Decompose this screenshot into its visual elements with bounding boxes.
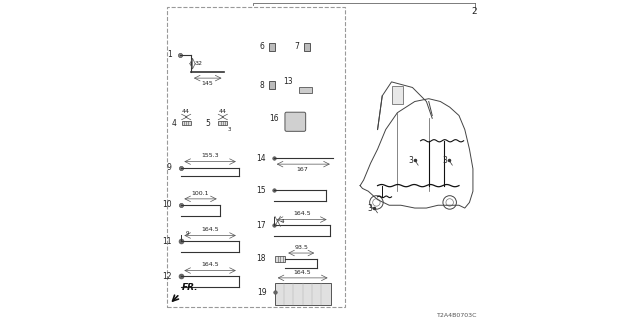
Text: 13: 13	[284, 77, 293, 86]
Text: 3: 3	[228, 127, 232, 132]
Text: 44: 44	[182, 109, 190, 114]
Text: 100.1: 100.1	[192, 191, 209, 196]
Text: 2: 2	[472, 7, 477, 16]
Text: 9: 9	[167, 164, 172, 172]
Text: 17: 17	[256, 221, 266, 230]
Text: 155.3: 155.3	[201, 153, 219, 158]
Text: 3: 3	[368, 204, 372, 212]
Text: 19: 19	[257, 288, 267, 297]
Text: 164.5: 164.5	[294, 270, 312, 275]
Bar	[269, 43, 275, 51]
Bar	[304, 43, 310, 51]
Text: 16: 16	[269, 114, 278, 123]
Text: 10: 10	[162, 200, 172, 209]
Bar	[182, 121, 191, 125]
Bar	[269, 81, 275, 89]
Text: 8: 8	[259, 81, 264, 90]
Text: 1: 1	[167, 50, 172, 59]
Text: 164.5: 164.5	[201, 227, 219, 232]
Text: 164.5: 164.5	[293, 212, 310, 216]
Text: 93.5: 93.5	[294, 245, 308, 250]
Text: 4: 4	[281, 219, 284, 224]
Text: 3: 3	[408, 156, 413, 165]
Text: 44: 44	[219, 109, 227, 114]
Text: FR.: FR.	[181, 283, 198, 292]
Text: 5: 5	[205, 119, 210, 128]
Text: 12: 12	[163, 272, 172, 281]
Text: 32: 32	[195, 61, 203, 66]
Text: 15: 15	[256, 186, 266, 195]
Bar	[167, 7, 346, 307]
Text: T2A4B0703C: T2A4B0703C	[437, 313, 477, 318]
Text: 3: 3	[442, 156, 447, 165]
FancyBboxPatch shape	[285, 112, 306, 131]
Text: 6: 6	[259, 42, 264, 52]
Text: 9: 9	[186, 231, 189, 236]
Text: 11: 11	[163, 237, 172, 246]
Text: 145: 145	[202, 81, 214, 86]
Bar	[275, 256, 285, 262]
Bar	[300, 87, 312, 93]
Bar	[275, 283, 330, 305]
Text: 167: 167	[296, 167, 308, 172]
Text: 14: 14	[256, 154, 266, 163]
Text: 164.5: 164.5	[201, 262, 219, 268]
Text: 4: 4	[172, 119, 177, 128]
Text: 18: 18	[257, 254, 266, 263]
Bar	[392, 86, 403, 104]
Bar	[218, 121, 227, 125]
Text: 7: 7	[294, 42, 300, 52]
